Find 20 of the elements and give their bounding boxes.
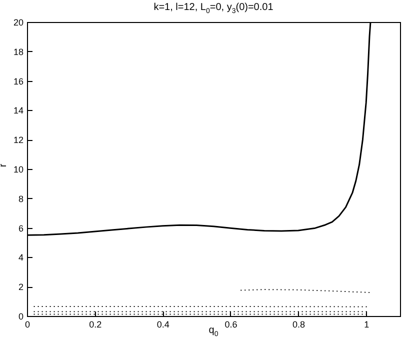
y-tick-label: 4 [18, 252, 24, 263]
x-tick-label: 0.2 [89, 320, 102, 330]
y-tick-label: 12 [13, 135, 24, 146]
y-tick-label: 16 [13, 76, 24, 86]
x-tick-label: 0.8 [292, 320, 306, 330]
y-tick-label: 0 [18, 312, 24, 322]
x-tick-label: 1 [364, 320, 370, 330]
y-tick-label: 2 [18, 282, 24, 292]
x-tick-label: 0 [24, 320, 30, 330]
y-tick-label: 6 [18, 223, 24, 234]
y-tick-label: 20 [13, 18, 24, 28]
x-tick-label: 0.6 [224, 320, 238, 330]
y-tick-label: 18 [13, 46, 24, 57]
x-axis-title: q$_{0}$ [208, 325, 218, 338]
x-tick-label: 0.4 [156, 320, 170, 330]
y-tick-label: 14 [13, 106, 24, 116]
y-axis-title: r [0, 164, 10, 168]
chart-title: k=1, l=12, L$_{0}$=0, y$_{3}$(0)=0.01 [152, 2, 274, 15]
y-tick-label: 10 [13, 164, 24, 174]
y-tick-label: 8 [18, 194, 24, 204]
